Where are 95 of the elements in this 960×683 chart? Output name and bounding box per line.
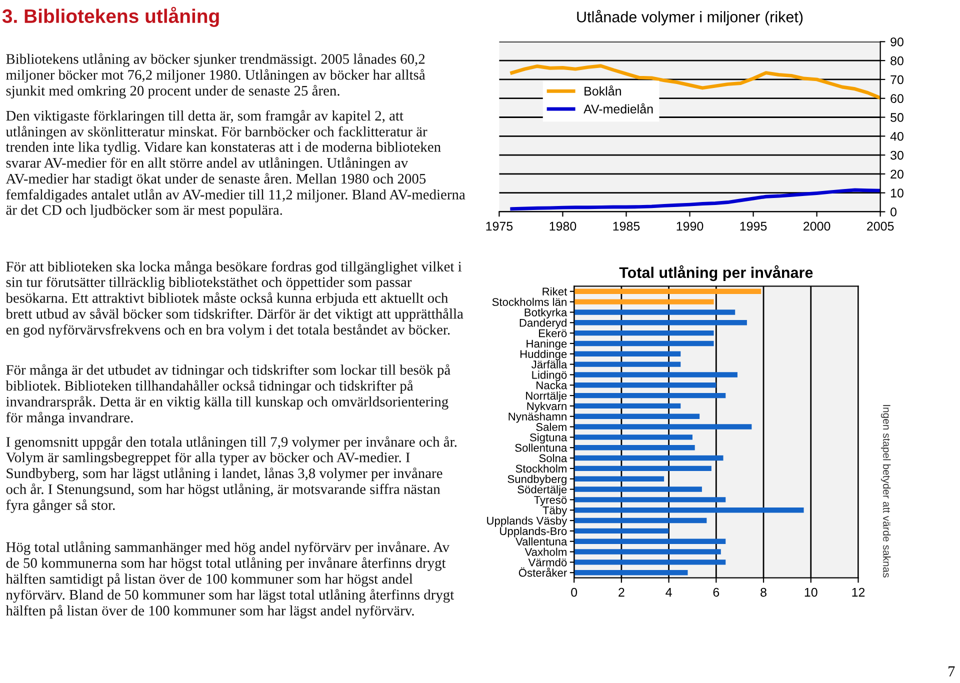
y-tick-label: Danderyd: [520, 318, 566, 329]
y-tick-label: Nykvarn: [527, 402, 566, 412]
x-tick-label: 1980: [550, 222, 576, 231]
chart-title: Utlånade volymer i miljoner (riket): [577, 10, 803, 26]
text: För många är det utbudet av tidningar och tidskrifter som lockar till besök på bibliotek. Biblioteken tillhandahåller också tidningar och tidskrifter på invandrarspråk. Detta är en viktig källa till kunskap och omvärldsorientering för många invandrare.: [6, 364, 450, 426]
x-tick-label: 1975: [486, 222, 513, 231]
y-tick-label: Huddinge: [520, 350, 567, 360]
y-tick-label: 90: [890, 37, 904, 46]
y-tick-label: Solna: [539, 454, 568, 462]
bar: [574, 518, 707, 524]
bar: [574, 476, 664, 482]
y-tick-label: Sundbyberg: [508, 474, 566, 486]
text: 7: [948, 666, 955, 676]
y-tick-label: Vaxholm: [524, 548, 566, 556]
y-tick-label: Södertälje: [518, 485, 567, 496]
bar: [574, 362, 681, 367]
x-tick-label: 12: [852, 588, 865, 597]
text: I genomsnitt uppgår den totala utlåningen till 7,9 volymer per invånare och år. Volym är samlingsbegreppet för alla typer av böcker och AV-medier. I Sundbyberg, som har lägst utlåning i landet, lånas 3,8 volymer per invånare och år. I Stenungsund, som har högst utlåning, är motsvarande siffra nästan fyra gånger så stor.: [6, 436, 456, 513]
x-tick-label: 8: [760, 588, 766, 597]
x-tick-label: 6: [713, 588, 720, 597]
y-tick-label: Lidingö: [532, 370, 567, 382]
bar: [574, 486, 702, 492]
y-tick-label: Nynäshamn: [508, 412, 566, 423]
line-series: [510, 64, 880, 100]
y-tick-label: Vallentuna: [515, 537, 568, 546]
y-tick-label: Ekerö: [539, 329, 567, 338]
y-tick-label: 10: [890, 188, 904, 198]
y-tick-label: Riket: [542, 287, 568, 296]
bar: [574, 299, 714, 304]
y-tick-label: Tyresö: [534, 496, 567, 506]
y-tick-label: Värmdö: [528, 558, 567, 566]
x-tick-label: 1995: [740, 222, 767, 231]
y-tick-label: Upplands Väsby: [487, 516, 568, 527]
y-tick-label: Sigtuna: [530, 433, 568, 444]
text: För att biblioteken ska locka många besökare fordras god tillgänglighet vilket i sin tur förutsätter tillräcklig bibliotekstäthet och öppettider som passar besökarna. Ett attraktivt bibliotek måste också kunna erbjuda ett aktuellt och brett utbud av såväl böcker som tidskrifter. Därför är det viktigt att upprätthålla en god nyförvärvsfrekvens och en bra volym i det totala beståndet av böcker.: [6, 260, 464, 338]
bar: [574, 340, 714, 346]
x-tick-label: 2: [618, 588, 624, 597]
y-tick-label: 80: [890, 56, 904, 66]
bar: [574, 508, 804, 513]
y-tick-label: Norrtälje: [526, 392, 567, 402]
x-tick-label: 0: [571, 588, 578, 597]
y-tick-label: 40: [890, 132, 904, 141]
y-tick-label: Stockholms län: [492, 298, 566, 306]
y-tick-label: Täby: [542, 506, 568, 516]
legend-label: AV-medielån: [584, 103, 653, 114]
y-tick-label: Järfälla: [531, 360, 568, 368]
y-tick-label: 50: [890, 113, 904, 122]
bar: [574, 445, 695, 450]
chart-title: Total utlåning per invånare: [619, 265, 813, 282]
y-tick-label: 30: [890, 150, 904, 160]
y-tick-label: 20: [890, 170, 904, 179]
bar: [574, 434, 692, 440]
x-tick-label: 1990: [676, 222, 704, 231]
bar: [574, 424, 752, 430]
bar: [574, 455, 724, 461]
x-tick-label: 4: [666, 588, 672, 597]
bar: [574, 466, 712, 472]
text: Hög total utlåning sammanhänger med hög andel nyförvärv per invånare. Av de 50 kommunerna som har högst total utlåning per invånare återfinns drygt hälften samtidigt på listan över de 100 kommuner som har högst andel nyförvärv. Bland de 50 kommuner som har lägst total utlåning återfinns drygt hälften på listan över de 100 kommuner som har lägst andel nyförvärv.: [6, 541, 454, 619]
text: Bibliotekens utlåning av böcker sjunker trendmässigt. 2005 lånades 60,2 miljoner böcker mot 76,2 miljoner 1980. Utlåningen av böcker har alltså sjunkit med omkring 20 procent under de senaste 25 åren.: [6, 53, 426, 99]
bar: [574, 382, 716, 388]
bar: [574, 403, 681, 409]
bar: [574, 392, 726, 398]
y-tick-label: 70: [890, 75, 904, 84]
line-series: [510, 188, 880, 211]
y-tick-label: Salem: [536, 422, 566, 431]
y-tick-label: Botkyrka: [524, 308, 568, 319]
bar: [574, 414, 700, 419]
y-tick-label: Nacka: [536, 381, 568, 390]
y-tick-label: Haninge: [526, 339, 567, 350]
bar: [574, 288, 762, 294]
y-tick-label: 0: [890, 208, 897, 216]
x-tick-label: 1985: [613, 222, 640, 231]
bar: [574, 549, 721, 554]
bar: [574, 320, 747, 326]
x-tick-label: 10: [804, 588, 818, 597]
y-tick-label: Sollentuna: [515, 444, 568, 452]
y-tick-label: Österåker: [518, 567, 567, 577]
bar: [574, 310, 736, 315]
text: Den viktigaste förklaringen till detta är, som framgår av kapitel 2, att utlåningen av skönlitteratur minskat. För barnböcker och facklitteratur är trenden inte lika tydlig. Vidare kan konstateras att i de moderna biblioteken svarar AV-medier för en allt större andel av utlåningen. Utlåningen av AV-medier har stadigt ökat under de senaste åren. Mellan 1980 och 2005 femfaldigades antalet utlån av AV-medier till 11,2 miljoner. Bland AV-medierna är det CD och ljudböcker som är mest populära.: [6, 110, 466, 218]
x-tick-label: 2000: [804, 222, 830, 231]
bar: [574, 351, 681, 356]
bar: [574, 497, 726, 502]
bar: [574, 330, 714, 336]
bar: [574, 560, 726, 565]
bar: [574, 372, 738, 378]
text: 3. Bibliotekens utlåning: [2, 6, 219, 27]
bar: [574, 538, 726, 544]
bar: [574, 528, 669, 534]
legend-label: Boklån: [584, 85, 621, 96]
bar: [574, 570, 688, 576]
x-tick-label: 2005: [867, 222, 894, 231]
y-tick-label: Upplands-Bro: [500, 526, 567, 538]
y-tick-label: Stockholm: [516, 464, 566, 473]
y-tick-label: 60: [890, 94, 904, 104]
text: Ingen stapel betyder att värde saknas: [880, 405, 891, 578]
